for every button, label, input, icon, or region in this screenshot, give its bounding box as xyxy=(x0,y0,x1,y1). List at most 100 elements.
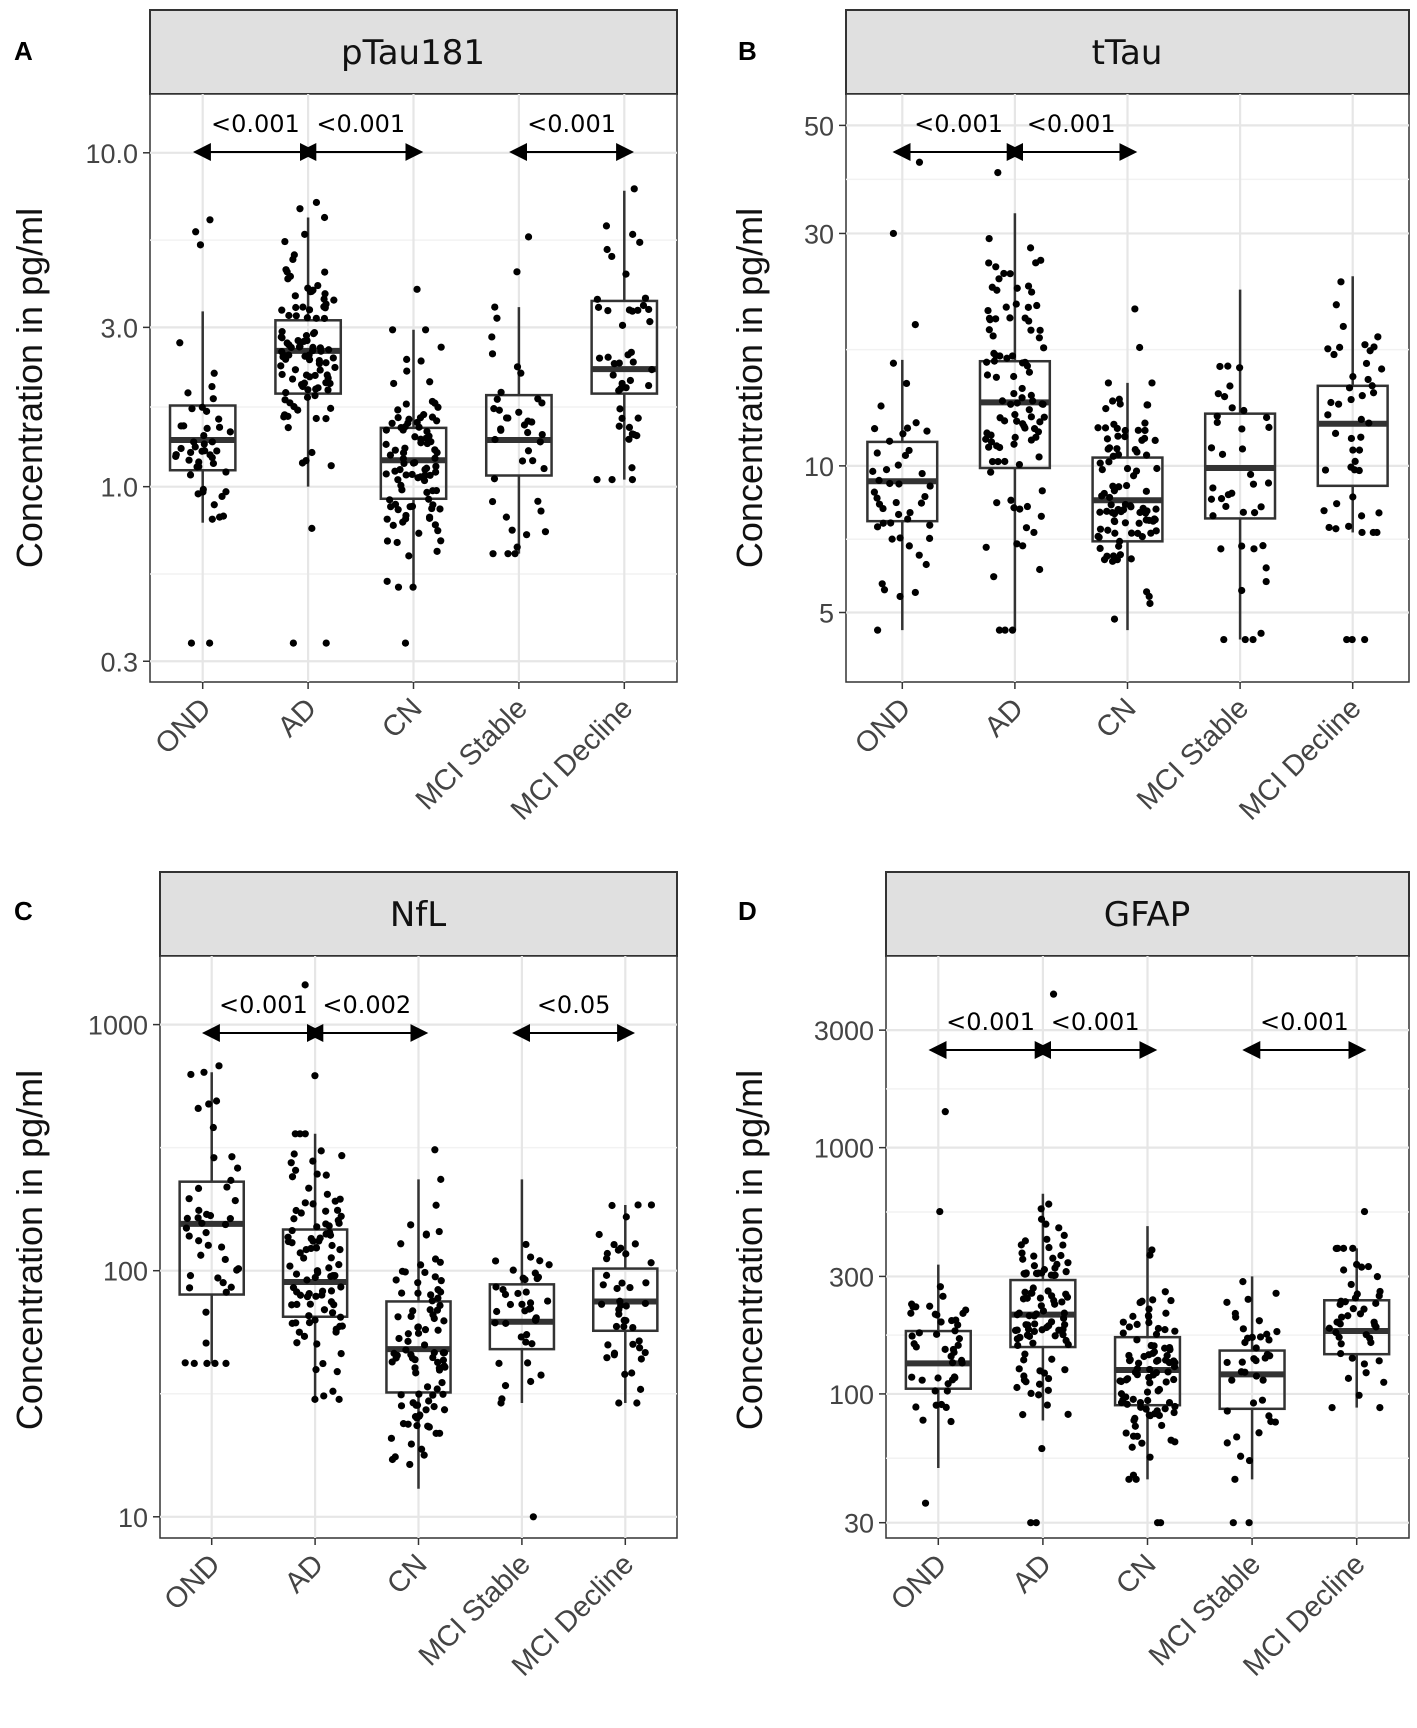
data-point xyxy=(321,304,329,312)
data-point xyxy=(989,332,997,340)
y-tick-label-ptau181: 10.0 xyxy=(85,139,138,169)
data-point xyxy=(305,1318,314,1327)
data-point xyxy=(1021,424,1029,432)
data-point xyxy=(1217,545,1225,553)
data-point xyxy=(1114,450,1123,459)
data-point xyxy=(1239,508,1247,516)
data-point xyxy=(1146,1453,1154,1461)
data-point xyxy=(414,1289,422,1297)
data-point xyxy=(1154,1387,1162,1395)
data-point xyxy=(440,1349,449,1357)
data-point xyxy=(908,1332,916,1340)
data-point xyxy=(431,399,439,407)
data-point xyxy=(1355,446,1364,454)
panel-c-nfl: C NfL Concentration in pg/ml 101001000ON… xyxy=(9,871,678,1683)
data-point xyxy=(628,1369,636,1377)
points-ttau-mci-decline xyxy=(1320,278,1386,644)
data-point xyxy=(610,360,618,368)
data-point xyxy=(214,1274,222,1282)
data-point xyxy=(290,1150,298,1158)
data-point xyxy=(1047,1318,1056,1326)
data-point xyxy=(290,1215,298,1223)
data-point xyxy=(1096,525,1105,533)
data-point xyxy=(1207,444,1216,452)
data-point xyxy=(203,424,211,433)
data-point xyxy=(328,1309,337,1317)
data-point xyxy=(327,404,335,412)
data-point xyxy=(1021,1288,1029,1296)
data-point xyxy=(636,1385,645,1393)
data-point xyxy=(404,419,412,427)
data-point xyxy=(215,423,224,431)
data-point xyxy=(1209,484,1217,492)
data-point xyxy=(1167,1436,1175,1444)
data-point xyxy=(1064,1340,1072,1349)
data-point xyxy=(185,1284,194,1292)
data-point xyxy=(873,523,882,531)
significance-nfl-ond-vs-ad: <0.001 xyxy=(201,991,325,1042)
data-point xyxy=(1265,1412,1273,1420)
panel-letter-b: B xyxy=(738,36,757,66)
data-point xyxy=(536,438,544,446)
data-point xyxy=(291,292,299,300)
points-nfl-ond xyxy=(181,1062,243,1368)
data-point xyxy=(538,430,546,439)
data-point xyxy=(1355,1391,1363,1399)
data-point xyxy=(874,626,882,634)
iqr-box xyxy=(379,426,448,501)
data-point xyxy=(1113,445,1121,453)
data-point xyxy=(631,1240,639,1248)
data-point xyxy=(309,343,317,351)
data-point xyxy=(1223,1407,1231,1415)
data-point xyxy=(918,469,926,478)
data-point xyxy=(333,1206,342,1214)
data-point xyxy=(1144,1311,1153,1320)
data-point xyxy=(497,1399,505,1407)
data-point xyxy=(387,1434,396,1442)
points-ptau181-mci-stable xyxy=(488,233,550,558)
data-point xyxy=(190,1359,198,1368)
data-point xyxy=(399,1420,408,1428)
data-point xyxy=(878,580,886,588)
data-point xyxy=(1241,635,1249,644)
data-point xyxy=(393,1351,401,1359)
data-point xyxy=(906,508,914,517)
data-point xyxy=(382,440,390,448)
data-point xyxy=(1170,1375,1178,1384)
data-point xyxy=(293,1288,301,1296)
data-point xyxy=(336,1322,344,1330)
data-point xyxy=(293,1339,301,1347)
data-point xyxy=(322,1171,330,1179)
data-point xyxy=(495,406,503,414)
data-point xyxy=(394,583,403,591)
data-point xyxy=(423,1383,432,1391)
data-point xyxy=(1127,529,1136,537)
data-point xyxy=(1351,457,1359,465)
data-point xyxy=(604,1341,612,1349)
data-point xyxy=(1040,413,1048,421)
data-point xyxy=(904,515,912,523)
data-point xyxy=(1013,1383,1021,1392)
data-point xyxy=(223,1183,231,1191)
data-point xyxy=(194,490,202,498)
data-point xyxy=(231,1196,239,1205)
data-point xyxy=(1019,1255,1027,1263)
points-nfl-mci-stable xyxy=(491,1240,553,1521)
data-point xyxy=(1023,1294,1031,1302)
data-point xyxy=(336,1313,345,1321)
data-point xyxy=(1021,1350,1029,1358)
data-point xyxy=(1121,500,1130,509)
data-point xyxy=(1119,1329,1127,1337)
data-point xyxy=(426,378,434,386)
data-point xyxy=(188,405,196,413)
box-ttau-mci-stable xyxy=(1203,289,1277,640)
outlier-point xyxy=(312,198,321,207)
data-point xyxy=(1038,1269,1046,1277)
data-point xyxy=(327,462,335,470)
data-point xyxy=(995,626,1004,634)
data-point xyxy=(1355,466,1363,475)
strip-title-gfap: GFAP xyxy=(1104,895,1191,935)
data-point xyxy=(277,333,285,341)
data-point xyxy=(313,1340,321,1348)
data-point xyxy=(628,430,636,438)
